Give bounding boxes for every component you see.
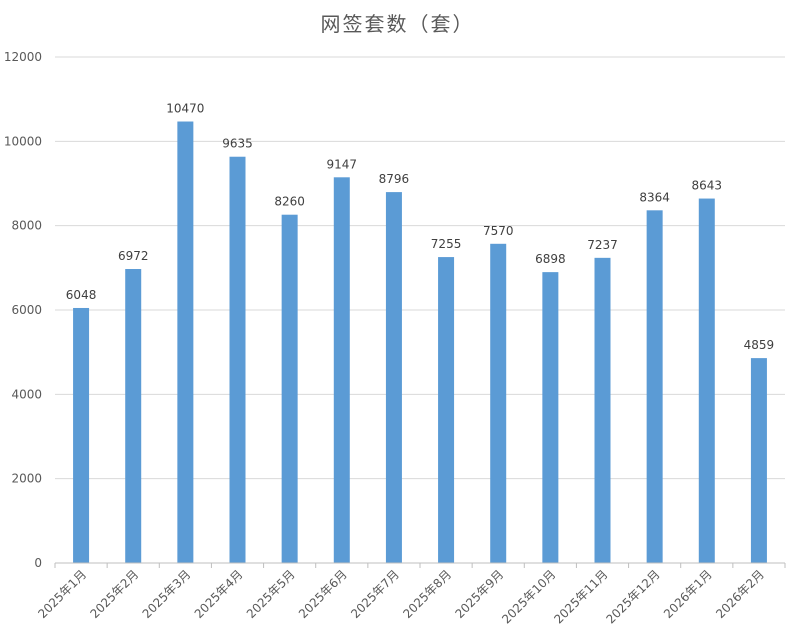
y-tick-label: 0 [34,556,42,570]
data-label: 8364 [639,190,670,204]
bar-2025年1月 [73,307,90,563]
bar-2026年1月 [698,198,715,563]
data-label: 9635 [222,137,253,151]
x-tick-label: 2026年1月 [661,567,715,621]
bar-2025年7月 [385,192,402,564]
chart-title: 网签套数（套） [320,12,475,36]
bar-2025年10月 [542,272,559,563]
x-tick-label: 2025年11月 [551,567,610,626]
data-label: 4859 [744,338,775,352]
x-tick-label: 2025年6月 [296,567,350,621]
data-label: 7237 [587,238,618,252]
bar-2025年4月 [229,156,246,563]
data-labels: 6048 6972 10470 9635 8260 9147 8796 7255 7570 689… [66,102,774,353]
x-tick-label: 2025年3月 [140,567,194,621]
x-tick-label: 2025年8月 [400,567,454,621]
data-label: 8260 [274,195,305,209]
data-label: 9147 [327,157,358,171]
y-tick-label: 2000 [11,472,42,486]
x-tick-label: 2025年10月 [499,567,558,626]
y-axis: 0 2000 4000 6000 8000 10000 12000 [4,50,42,570]
bar-2025年8月 [438,257,455,563]
y-tick-label: 8000 [11,219,42,233]
x-tick-label: 2025年1月 [35,567,89,621]
data-label: 8643 [692,179,723,193]
bar-2026年2月 [750,358,767,563]
x-tick-label: 2025年2月 [87,567,141,621]
y-tick-label: 6000 [11,303,42,317]
data-label: 7255 [431,237,462,251]
bar-2025年9月 [490,243,507,563]
x-tick-label: 2025年12月 [603,567,662,626]
bar-2025年11月 [594,257,611,563]
x-tick-label: 2025年9月 [452,567,506,621]
x-tick-label: 2025年5月 [244,567,298,621]
bar-2025年6月 [333,177,350,563]
x-tick-label: 2026年2月 [713,567,767,621]
x-axis: 2025年1月2025年2月2025年3月2025年4月2025年5月2025年… [35,562,786,626]
data-label: 7570 [483,224,514,238]
x-tick-label: 2025年4月 [192,567,246,621]
bar-2025年2月 [125,269,142,563]
y-tick-label: 4000 [11,387,42,401]
data-label: 10470 [166,102,204,116]
data-label: 6048 [66,288,97,302]
data-label: 6972 [118,249,149,263]
x-tick-label: 2025年7月 [348,567,402,621]
bar-2025年3月 [177,121,194,563]
y-tick-label: 12000 [4,50,42,64]
bars [73,121,767,564]
data-label: 6898 [535,252,566,266]
bar-2025年12月 [646,210,663,563]
data-label: 8796 [379,172,410,186]
bar-2025年5月 [281,214,298,563]
y-tick-label: 10000 [4,134,42,148]
grid [55,56,785,480]
